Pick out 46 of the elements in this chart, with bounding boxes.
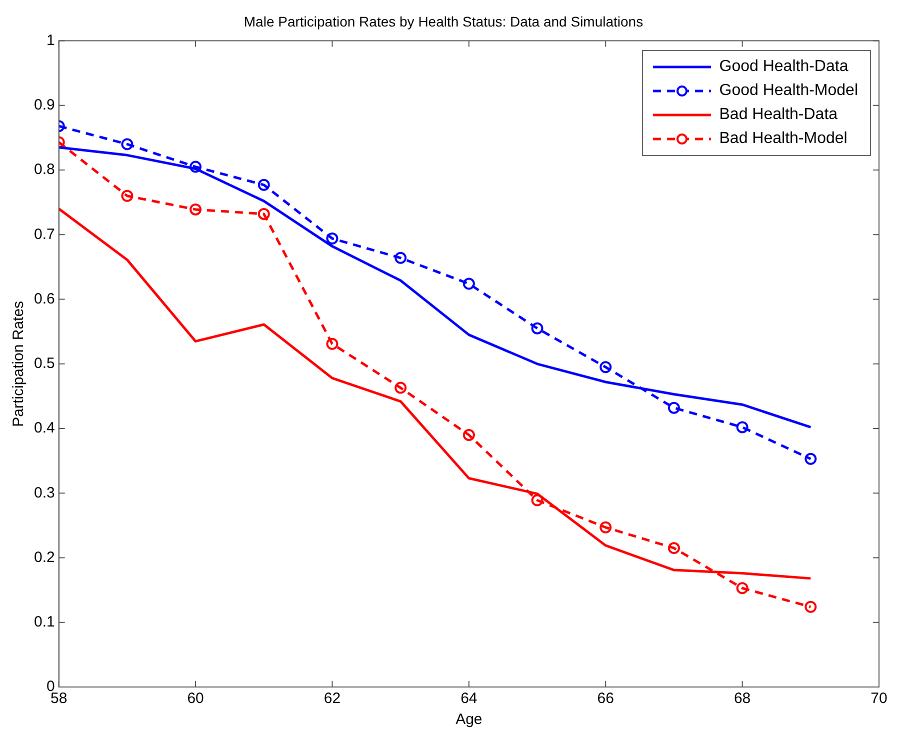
chart-title: Male Participation Rates by Health Status: Data and Simulations [244, 13, 644, 30]
legend-label: Bad Health-Model [719, 130, 848, 148]
x-tick-label: 60 [187, 690, 204, 708]
y-tick-label: 0.8 [34, 161, 55, 178]
x-tick-label: 58 [50, 690, 68, 708]
point [736, 421, 748, 434]
x-tick-label: 64 [460, 690, 478, 708]
y-tick-label: 0.2 [34, 548, 55, 566]
y-tick-label: 1 [46, 32, 55, 49]
point [804, 452, 817, 465]
y-axis-title: Participation Rates [10, 300, 28, 427]
point [531, 494, 544, 506]
point [462, 428, 475, 441]
point [121, 190, 134, 202]
point [326, 338, 338, 350]
y-tick-label: 0.5 [34, 355, 55, 372]
legend-label: Good Health-Data [719, 58, 848, 76]
point [190, 160, 202, 173]
point [600, 361, 612, 374]
point [394, 252, 407, 264]
y-tick-label: 0.3 [34, 484, 55, 502]
point [668, 542, 680, 554]
x-tick-label: 68 [734, 690, 751, 708]
point [394, 382, 407, 394]
point [668, 402, 680, 414]
point [121, 138, 134, 150]
y-tick-label: 0.6 [34, 290, 55, 308]
x-tick-label: 62 [324, 690, 341, 708]
y-tick-label: 0.1 [34, 614, 55, 631]
point [258, 208, 270, 220]
x-tick-label: 66 [597, 690, 614, 708]
point [258, 178, 270, 191]
point [804, 600, 817, 613]
legend-label: Bad Health-Data [719, 106, 838, 124]
legend-label: Good Health-Model [719, 82, 858, 100]
point [600, 521, 612, 534]
point [736, 582, 748, 594]
point [190, 203, 202, 216]
y-tick-label: 0.4 [34, 420, 55, 437]
x-tick-label: 70 [870, 690, 888, 708]
x-axis-title: Age [456, 711, 482, 728]
y-tick-label: 0.9 [34, 96, 55, 114]
point [531, 322, 544, 334]
point [462, 278, 475, 290]
y-tick-label: 0.7 [34, 226, 55, 243]
point [326, 232, 338, 245]
